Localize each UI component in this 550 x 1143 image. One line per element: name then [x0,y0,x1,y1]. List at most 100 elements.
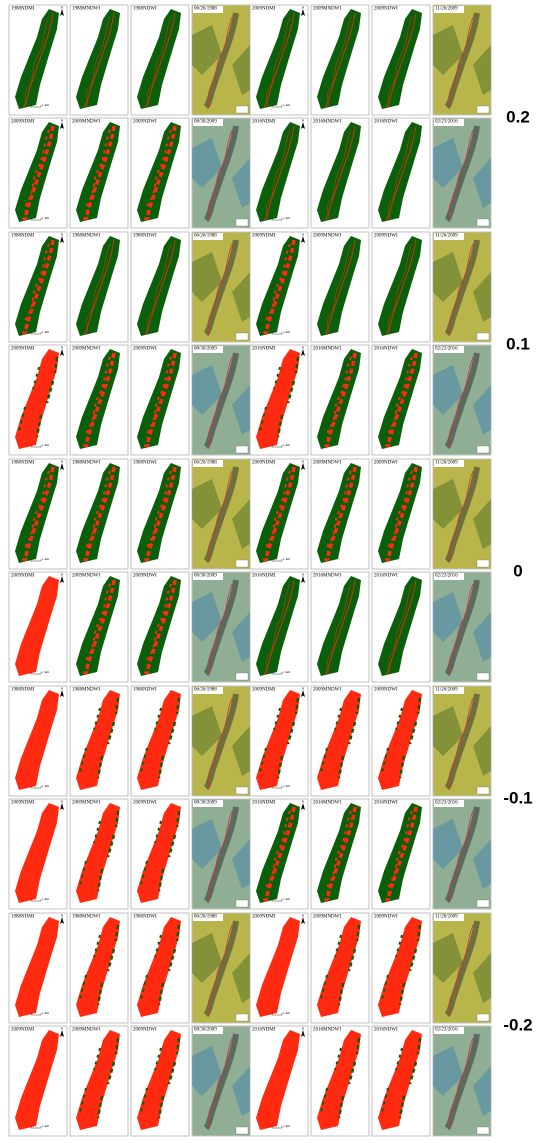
scale-bar [271,1013,283,1016]
land-patches [35,356,59,438]
scale-label: 1 km [283,670,290,674]
panel-label: 11/26/2009 [435,6,458,11]
panel-label: 2009NDMI [252,6,276,11]
map-panel: 2016NDWI [371,571,431,683]
map-panel: 2016MNDWI [310,344,370,456]
panel-label: 08/30/2009 [194,1027,217,1032]
north-arrow [60,917,64,924]
scale-box [235,899,249,908]
land-patches [157,924,181,1006]
panel-label: 2016MNDWI [313,800,341,805]
valley-outline [207,16,233,108]
water-line [146,243,172,335]
label-box [132,346,162,353]
valley-outline [207,697,233,789]
label-box [434,687,464,694]
terrain [192,706,250,776]
panel-label: 1988MNDWI [72,233,100,238]
valley-outline [448,1037,474,1129]
valley-area [256,349,300,449]
panel-label: 2016NDWI [374,800,398,805]
satellite-panel: 02/23/2016 [432,571,492,683]
north-label: N [61,233,64,237]
label-box [193,6,223,13]
scale-box [476,559,490,568]
scale-label: 1 km [42,1011,49,1015]
north-label: N [61,1027,64,1031]
panel-label: 2009MNDWI [72,800,100,805]
map-panel: 2009MNDWI [310,4,370,116]
label-box [10,687,40,694]
terrain [192,479,250,549]
valley-outline [207,356,233,448]
map-panel: 1988NDWI [130,231,190,343]
valley-outline [207,924,233,1016]
north-label: N [61,573,64,577]
threshold-label: -0.1 [503,788,532,807]
terrain [433,933,491,1003]
satellite-panel: 02/23/2016 [432,798,492,910]
valley-area [256,690,300,790]
satellite-panel: 11/26/2009 [432,912,492,1024]
scale-bar [271,445,283,448]
label-box [312,6,342,13]
panel-label: 2016NDWI [374,119,398,124]
scale-bar [271,1126,283,1129]
north-arrow [301,349,305,356]
panel-label: 1988NDWI [133,460,157,465]
panel-label: 2009NDMI [252,460,276,465]
satellite-panel: 11/26/2009 [432,458,492,570]
valley-outline [207,583,233,675]
terrain [192,252,250,322]
valley-area [15,803,59,903]
label-box [193,460,223,467]
valley-outline [448,356,474,448]
label-box [10,346,40,353]
label-box [251,1027,281,1034]
panel-label: 2009MNDWI [313,233,341,238]
label-box [373,800,403,807]
satellite-panel: 06/26/1988 [191,458,251,570]
north-label: N [61,914,64,918]
label-box [71,800,101,807]
north-arrow [301,1030,305,1037]
label-box [434,573,464,580]
map-panel: 2009MNDWI [310,912,370,1024]
scale-box [476,218,490,227]
terrain [192,138,250,208]
terrain [192,933,250,1003]
map-panel: N 1 km 2009NDMI [8,1025,68,1137]
valley-outline [207,810,233,902]
label-box [71,460,101,467]
label-box [193,233,223,240]
scale-label: 1 km [42,216,49,220]
north-arrow [301,236,305,243]
label-box [71,573,101,580]
land-patches [96,1037,120,1119]
scale-box [476,899,490,908]
map-panel: 2016NDWI [371,798,431,910]
scale-box [235,218,249,227]
satellite-panel: 06/26/1988 [191,912,251,1024]
water-line [265,16,291,108]
north-label: N [302,460,305,464]
label-box [10,800,40,807]
scale-label: 1 km [42,897,49,901]
panel-label: 2016MNDWI [313,1027,341,1032]
panel-label: 2009NDMI [11,573,35,578]
scale-bar [30,672,42,675]
scale-bar [30,105,42,108]
valley-area [15,349,59,449]
terrain [433,252,491,322]
map-panel: N 1 km 2016NDMI [249,117,309,229]
valley-area [317,690,361,790]
label-box [312,800,342,807]
panel-label: 2009MNDWI [313,6,341,11]
scale-label: 1 km [42,557,49,561]
north-label: N [302,346,305,350]
map-panel: N 1 km 2016NDMI [249,1025,309,1137]
satellite-panel: 06/26/1988 [191,4,251,116]
label-box [10,573,40,580]
north-label: N [61,6,64,10]
